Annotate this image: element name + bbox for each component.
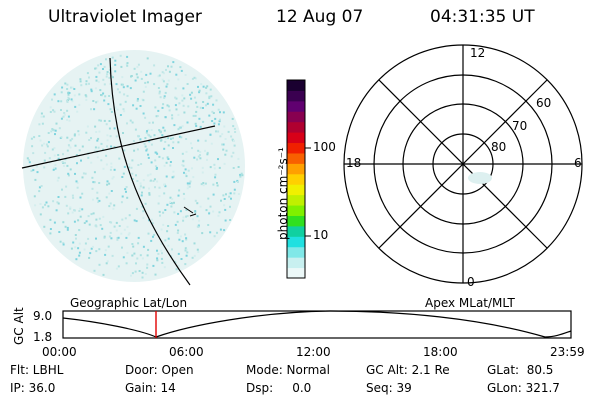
- colorbar-segment: [287, 205, 305, 216]
- gain-info: Gain: 14: [125, 381, 176, 395]
- observation-date: 12 Aug 07: [276, 7, 364, 27]
- colorbar: [286, 79, 311, 279]
- polar-diagonal: [378, 79, 548, 249]
- mlat-label-60: 60: [536, 96, 552, 110]
- mlt-label-12: 12: [470, 46, 486, 60]
- glat-info: GLat: 80.5: [487, 363, 554, 377]
- colorbar-segment: [287, 267, 305, 279]
- seq-info: Seq: 39: [366, 381, 412, 395]
- colorbar-label: photon cm⁻²s⁻¹: [276, 147, 290, 240]
- filter-info: Flt: LBHL: [10, 363, 64, 377]
- latitude-line: [21, 125, 216, 169]
- colorbar-segment: [287, 132, 305, 144]
- altitude-tick-high: 9.0: [33, 309, 53, 323]
- colorbar-segment: [287, 184, 305, 196]
- observation-time: 04:31:35 UT: [430, 7, 535, 27]
- colorbar-segment: [287, 142, 305, 154]
- longitude-line: [109, 57, 191, 286]
- instrument-title: Ultraviolet Imager: [48, 7, 202, 27]
- colorbar-segment: [287, 215, 305, 227]
- mlt-label-0: 0: [467, 275, 475, 289]
- altitude-tick-low: 1.8: [33, 330, 53, 344]
- colorbar-segment: [287, 121, 305, 133]
- ip-info: IP: 36.0: [10, 381, 56, 395]
- imager-disk: [21, 50, 245, 286]
- glon-info: GLon: 321.7: [487, 381, 560, 395]
- time-tick-2359: 23:59: [550, 345, 585, 359]
- mode-info: Mode: Normal: [246, 363, 330, 377]
- mlat-label-80: 80: [491, 140, 507, 154]
- mlat-label-70: 70: [512, 119, 528, 133]
- colorbar-frame: [286, 79, 306, 279]
- colorbar-segment: [287, 152, 305, 164]
- coastline-mark: [189, 213, 197, 217]
- mlt-label-6: 6: [574, 156, 582, 170]
- colorbar-segment: [287, 163, 305, 175]
- altitude-axis-label: GC Alt: [12, 307, 26, 345]
- gc-alt-info: GC Alt: 2.1 Re: [366, 363, 450, 377]
- coastline-mark: [183, 206, 194, 214]
- time-tick-1800: 18:00: [423, 345, 458, 359]
- colorbar-segment: [287, 194, 305, 206]
- altitude-strip: [62, 310, 572, 339]
- altitude-curve: [62, 310, 572, 338]
- geographic-title: Geographic Lat/Lon: [70, 296, 188, 310]
- dsp-info: Dsp: 0.0: [246, 381, 312, 395]
- colorbar-segment: [287, 246, 305, 258]
- apex-title: Apex MLat/MLT: [425, 296, 515, 310]
- colorbar-segment: [287, 257, 305, 269]
- colorbar-segment: [287, 236, 305, 248]
- time-tick-0600: 06:00: [169, 345, 204, 359]
- mlt-label-18: 18: [346, 156, 362, 170]
- colorbar-segment: [287, 90, 305, 102]
- colorbar-segment: [287, 80, 305, 91]
- colorbar-tick-10: 10: [313, 228, 329, 242]
- colorbar-segment: [287, 111, 305, 123]
- imager-speckles: [26, 54, 244, 279]
- colorbar-segment: [287, 100, 305, 112]
- polar-emission-patch: [468, 172, 492, 184]
- colorbar-segment: [287, 225, 305, 237]
- colorbar-tick-100: 100: [313, 140, 336, 154]
- polar-plot: [343, 44, 583, 284]
- time-tick-1200: 12:00: [296, 345, 331, 359]
- colorbar-segment: [287, 173, 305, 185]
- door-info: Door: Open: [125, 363, 194, 377]
- time-tick-0000: 00:00: [42, 345, 77, 359]
